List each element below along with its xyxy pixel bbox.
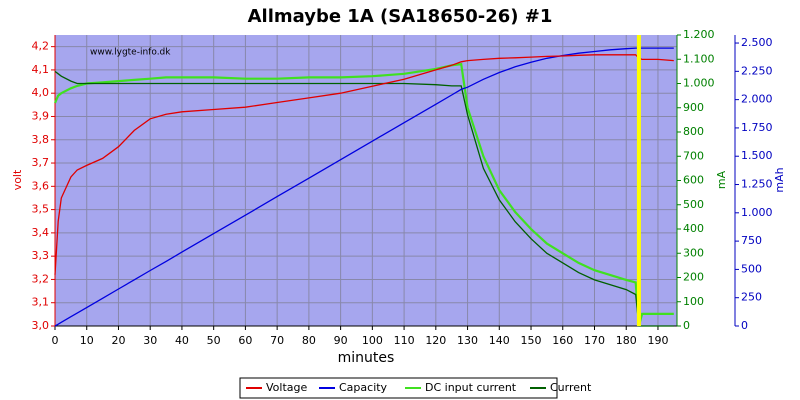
y2-tick-label: 1.200 (683, 28, 715, 41)
y-tick-label: 4,2 (32, 40, 50, 53)
x-tick-label: 110 (394, 334, 415, 347)
series-line (54, 54, 674, 275)
x-tick-label: 40 (175, 334, 189, 347)
x-axis-label: minutes (338, 350, 395, 366)
legend: Voltage Capacity DC input current Current (239, 377, 592, 399)
y2-tick-label: 800 (683, 125, 704, 138)
x-tick-label: 170 (584, 334, 605, 347)
x-tick-label: 30 (143, 334, 157, 347)
x-tick-label: 100 (362, 334, 383, 347)
x-tick-label: 0 (52, 334, 59, 347)
y3-tick-label: 2.250 (741, 64, 773, 77)
y2-axis-label: mA (715, 170, 728, 189)
watermark: www.lygte-info.dk (90, 48, 171, 58)
legend-label: Capacity (339, 381, 388, 394)
y-tick-label: 3,2 (32, 272, 50, 285)
legend-label: Current (550, 381, 592, 394)
x-tick-label: 150 (521, 334, 542, 347)
x-tick-label: 70 (270, 334, 284, 347)
y2-tick-label: 1.100 (683, 52, 715, 65)
y-tick-label: 3,8 (32, 133, 50, 146)
x-tick-label: 90 (334, 334, 348, 347)
y-tick-label: 4,1 (32, 63, 50, 76)
y-tick-label: 3,7 (32, 156, 50, 169)
y3-tick-label: 1.000 (741, 206, 773, 219)
x-tick-label: 190 (647, 334, 668, 347)
x-tick-label: 10 (80, 334, 94, 347)
y3-tick-label: 750 (741, 234, 762, 247)
legend-label: Voltage (266, 381, 307, 394)
legend-label: DC input current (425, 381, 517, 394)
y-tick-label: 3,9 (32, 109, 50, 122)
y3-tick-label: 2.000 (741, 93, 773, 106)
y-tick-label: 3,3 (32, 249, 50, 262)
y3-tick-label: 1.250 (741, 178, 773, 191)
x-tick-label: 180 (616, 334, 637, 347)
y-tick-label: 3,5 (32, 203, 50, 216)
y2-tick-label: 1.000 (683, 77, 715, 90)
y2-tick-label: 200 (683, 271, 704, 284)
y3-axis-label: mAh (773, 167, 786, 192)
y3-tick-label: 250 (741, 291, 762, 304)
series-line (53, 62, 674, 327)
y-axis-label: volt (11, 169, 24, 190)
y2-tick-label: 900 (683, 101, 704, 114)
y3-tick-label: 1.750 (741, 121, 773, 134)
y2-tick-label: 300 (683, 246, 704, 259)
y3-tick-label: 2.500 (741, 36, 773, 49)
y-tick-label: 3,6 (32, 179, 50, 192)
y-tick-label: 3,4 (32, 226, 50, 239)
y2-tick-label: 100 (683, 295, 704, 308)
x-tick-label: 120 (425, 334, 446, 347)
y2-tick-label: 0 (683, 319, 690, 332)
chart-title: Allmaybe 1A (SA18650-26) #1 (248, 6, 553, 27)
x-tick-label: 20 (111, 334, 125, 347)
x-tick-label: 160 (552, 334, 573, 347)
y2-tick-label: 500 (683, 198, 704, 211)
y2-tick-label: 400 (683, 222, 704, 235)
y3-tick-label: 1.500 (741, 149, 773, 162)
y-tick-label: 3,1 (32, 296, 50, 309)
y3-tick-label: 500 (741, 262, 762, 275)
x-tick-label: 80 (302, 334, 316, 347)
series-line (54, 47, 674, 327)
y-tick-label: 3,0 (32, 319, 50, 332)
x-tick-label: 140 (489, 334, 510, 347)
y2-tick-label: 700 (683, 149, 704, 162)
y-tick-label: 4,0 (32, 86, 50, 99)
series-line (54, 70, 674, 327)
x-tick-label: 60 (238, 334, 252, 347)
legend-box (239, 377, 558, 399)
x-tick-label: 50 (207, 334, 221, 347)
x-tick-label: 130 (457, 334, 478, 347)
y2-tick-label: 600 (683, 174, 704, 187)
y3-tick-label: 0 (741, 319, 748, 332)
